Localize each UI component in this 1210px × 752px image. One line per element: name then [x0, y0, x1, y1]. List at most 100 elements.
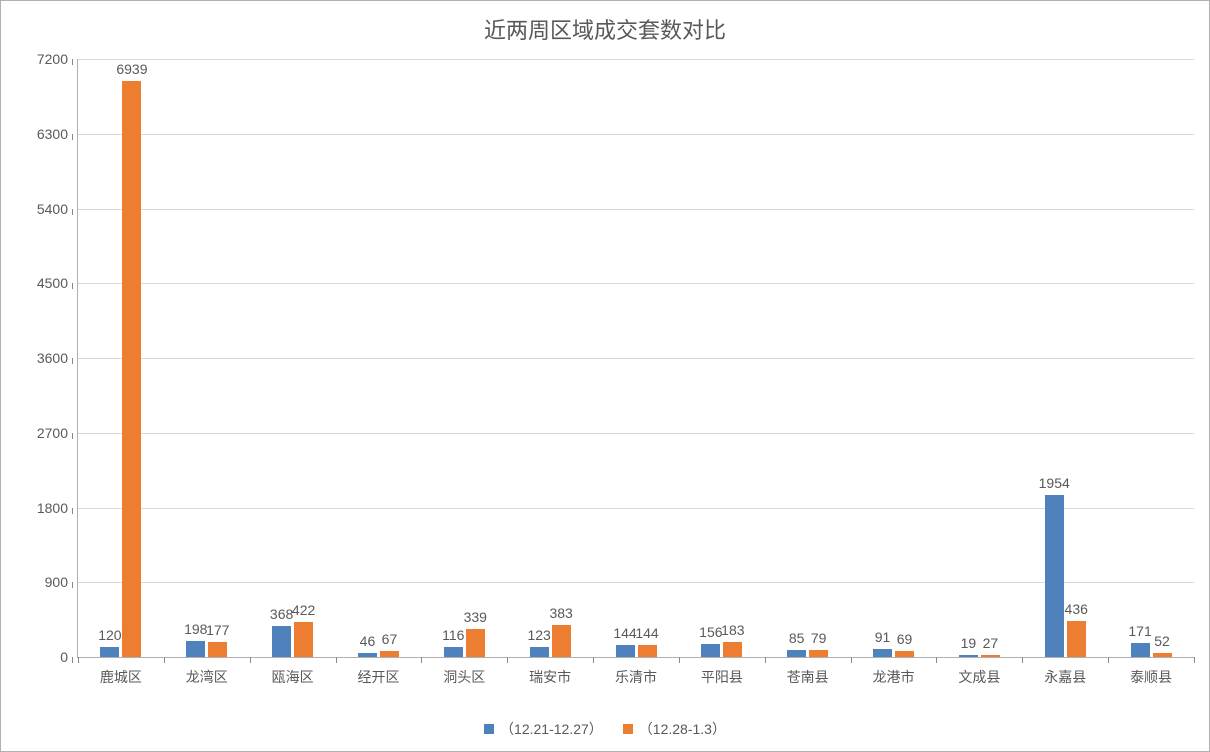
gridline [78, 508, 1194, 509]
bar [701, 644, 720, 657]
x-axis-tick [936, 657, 937, 663]
x-axis-tick [851, 657, 852, 663]
legend-swatch [484, 724, 494, 734]
bar-value-label: 1954 [1029, 475, 1079, 491]
bar-value-label: 67 [364, 631, 414, 647]
y-axis-label: 900 [8, 574, 68, 590]
legend-label: （12.21-12.27） [500, 719, 603, 739]
gridline [78, 582, 1194, 583]
bar [981, 655, 1000, 657]
x-axis-tick [1108, 657, 1109, 663]
y-axis-label: 6300 [8, 126, 68, 142]
plot-area: 090018002700360045005400630072001206939鹿… [77, 59, 1194, 658]
x-axis-tick [1194, 657, 1195, 663]
x-axis-tick [164, 657, 165, 663]
bar [787, 650, 806, 657]
bar-value-label: 436 [1051, 601, 1101, 617]
bar-value-label: 144 [622, 625, 672, 641]
bar [1045, 495, 1064, 657]
y-axis-label: 1800 [8, 500, 68, 516]
legend-swatch [623, 724, 633, 734]
x-axis-label: 平阳县 [679, 667, 765, 687]
x-axis-tick [507, 657, 508, 663]
bar-value-label: 27 [965, 635, 1015, 651]
bar-value-label: 52 [1137, 633, 1187, 649]
bar [100, 647, 119, 657]
y-axis-label: 4500 [8, 275, 68, 291]
bar [208, 642, 227, 657]
x-axis-label: 瑞安市 [507, 667, 593, 687]
bar [380, 651, 399, 657]
bar [1153, 653, 1172, 657]
x-axis-label: 乐清市 [593, 667, 679, 687]
x-axis-label: 文成县 [936, 667, 1022, 687]
y-axis-tick [72, 134, 73, 140]
legend-label: （12.28-1.3） [639, 719, 726, 739]
bar [723, 642, 742, 657]
bar-value-label: 79 [794, 630, 844, 646]
x-axis-label: 洞头区 [421, 667, 507, 687]
bar [959, 655, 978, 657]
y-axis-label: 5400 [8, 201, 68, 217]
y-axis-label: 2700 [8, 425, 68, 441]
x-axis-label: 苍南县 [765, 667, 851, 687]
y-axis-tick [72, 283, 73, 289]
bar [186, 641, 205, 657]
x-axis-tick [593, 657, 594, 663]
gridline [78, 283, 1194, 284]
bar [895, 651, 914, 657]
bar [466, 629, 485, 657]
bar [1067, 621, 1086, 657]
bar [358, 653, 377, 657]
bar-value-label: 383 [536, 605, 586, 621]
bar [638, 645, 657, 657]
y-axis-label: 0 [8, 649, 68, 665]
x-axis-label: 龙港市 [851, 667, 937, 687]
bar [272, 626, 291, 657]
bar-value-label: 177 [193, 622, 243, 638]
x-axis-tick [679, 657, 680, 663]
bar [530, 647, 549, 657]
x-axis-label: 龙湾区 [164, 667, 250, 687]
y-axis-tick [72, 209, 73, 215]
x-axis-label: 瓯海区 [250, 667, 336, 687]
x-axis-label: 泰顺县 [1108, 667, 1194, 687]
bar [809, 650, 828, 657]
y-axis-tick [72, 358, 73, 364]
y-axis-tick [72, 59, 73, 65]
chart-title: 近两周区域成交套数对比 [1, 13, 1209, 45]
x-axis-tick [1022, 657, 1023, 663]
x-axis-label: 鹿城区 [78, 667, 164, 687]
x-axis-tick [250, 657, 251, 663]
bar [294, 622, 313, 657]
bar [552, 625, 571, 657]
bar-value-label: 339 [450, 609, 500, 625]
gridline [78, 358, 1194, 359]
legend: （12.21-12.27） （12.28-1.3） [1, 719, 1209, 739]
bar [122, 81, 141, 657]
gridline [78, 209, 1194, 210]
bar-value-label: 6939 [107, 61, 157, 77]
y-axis-tick [72, 508, 73, 514]
legend-item: （12.21-12.27） [484, 719, 603, 739]
x-axis-label: 永嘉县 [1022, 667, 1108, 687]
x-axis-tick [78, 657, 79, 663]
chart-container: 近两周区域成交套数对比 0900180027003600450054006300… [0, 0, 1210, 752]
bar [873, 649, 892, 657]
x-axis-tick [765, 657, 766, 663]
x-axis-tick [421, 657, 422, 663]
gridline [78, 59, 1194, 60]
bar [616, 645, 635, 657]
x-axis-tick [336, 657, 337, 663]
y-axis-tick [72, 657, 73, 663]
y-axis-label: 3600 [8, 350, 68, 366]
y-axis-label: 7200 [8, 51, 68, 67]
bar-value-label: 69 [880, 631, 930, 647]
y-axis-tick [72, 433, 73, 439]
gridline [78, 134, 1194, 135]
bar-value-label: 183 [708, 622, 758, 638]
legend-item: （12.28-1.3） [623, 719, 726, 739]
bar-value-label: 422 [279, 602, 329, 618]
x-axis-label: 经开区 [336, 667, 422, 687]
y-axis-tick [72, 582, 73, 588]
